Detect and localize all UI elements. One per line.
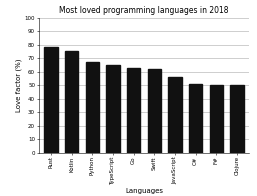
Bar xyxy=(65,51,78,153)
Bar xyxy=(230,85,244,153)
Bar xyxy=(148,69,161,153)
Bar xyxy=(86,62,99,153)
Y-axis label: Love factor (%): Love factor (%) xyxy=(15,59,22,112)
Bar xyxy=(44,47,58,153)
Bar xyxy=(189,84,202,153)
Bar xyxy=(209,85,223,153)
Bar xyxy=(106,65,120,153)
Bar xyxy=(127,68,140,153)
Title: Most loved programming languages in 2018: Most loved programming languages in 2018 xyxy=(59,6,229,15)
X-axis label: Languages: Languages xyxy=(125,188,163,193)
Bar xyxy=(168,77,182,153)
